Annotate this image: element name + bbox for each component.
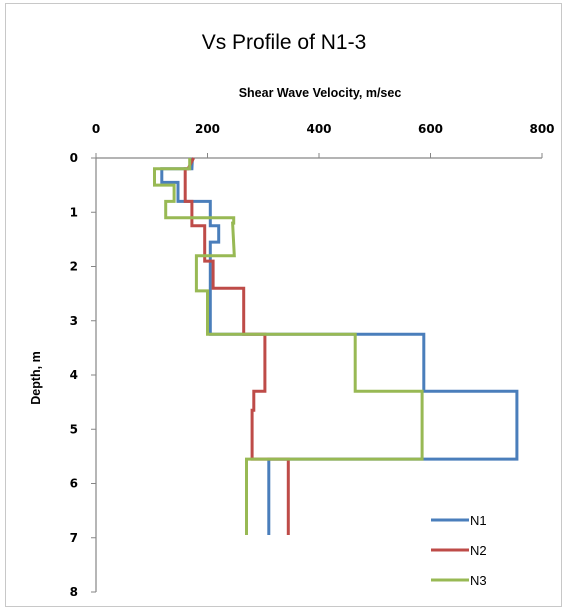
legend-label-n2: N2 <box>470 543 487 558</box>
chart-area <box>5 3 562 607</box>
x-tick-label: 400 <box>306 122 331 136</box>
x-tick-label: 200 <box>195 122 220 136</box>
y-tick-label: 6 <box>70 477 78 491</box>
series-line-n2 <box>183 157 290 535</box>
y-tick-label: 0 <box>70 151 78 165</box>
y-tick-label: 1 <box>70 205 78 219</box>
x-axis-title: Shear Wave Velocity, m/sec <box>239 86 402 100</box>
y-tick-label: 7 <box>70 531 78 545</box>
x-tick-label: 800 <box>529 122 554 136</box>
x-tick-label: 0 <box>92 122 100 136</box>
series-line-n3 <box>153 158 424 535</box>
y-tick-label: 2 <box>70 260 78 274</box>
legend-label-n1: N1 <box>470 513 487 528</box>
y-tick-label: 3 <box>70 314 78 328</box>
y-tick-label: 5 <box>70 422 78 436</box>
y-tick-label: 8 <box>70 585 78 599</box>
legend-label-n3: N3 <box>470 573 487 588</box>
y-axis-title: Depth, m <box>29 351 43 404</box>
series-line-n1 <box>160 157 519 535</box>
chart-title: Vs Profile of N1-3 <box>202 31 367 54</box>
series-layer <box>153 157 519 535</box>
x-tick-label: 600 <box>418 122 443 136</box>
y-tick-label: 4 <box>70 368 78 382</box>
axes: 0 200 400 600 800 0 1 2 3 4 5 6 7 8 <box>70 122 555 599</box>
legend: N1 N2 N3 <box>431 513 487 588</box>
